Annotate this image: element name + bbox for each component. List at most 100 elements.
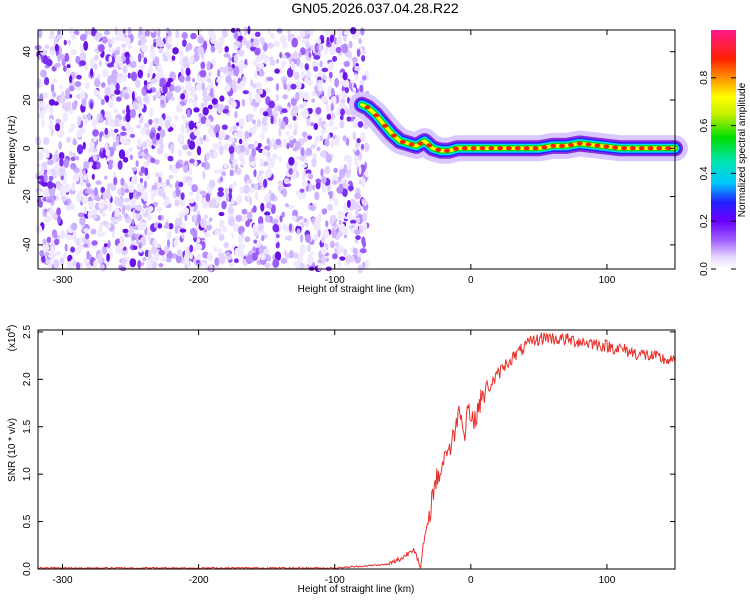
spectrogram-noise-cell [238, 138, 243, 145]
spectrogram-noise-cell [130, 198, 137, 207]
spectrogram-noise-cell [108, 55, 113, 63]
spectrogram-noise-cell [302, 91, 310, 101]
spectrogram-noise-cell [360, 143, 365, 150]
spectrogram-noise-cell [175, 188, 181, 197]
snr-panel: -300 -200 -100 0 100 0.0 0.5 1.0 1.5 2.0 2.5 Heig… [6, 325, 676, 595]
spectrogram-noise-cell [56, 182, 60, 189]
colorbar-ticks: 0.0 0.2 0.4 0.6 0.8 [699, 70, 736, 276]
spectrogram-noise-cell [106, 183, 114, 190]
spectrogram-noise-cell [195, 259, 201, 264]
spectrogram-noise-cell [238, 118, 245, 127]
spectrogram-noise-cell [337, 27, 342, 37]
spectrogram-noise-cell [52, 154, 57, 163]
spectrogram-noise-cell [174, 217, 180, 227]
spectrogram-noise-cell [124, 122, 131, 130]
spectrogram-noise-cell [300, 163, 308, 168]
spectrogram-noise-cell [231, 197, 235, 205]
spectrogram-noise-cell [91, 173, 95, 180]
spectrogram-noise-cell [195, 193, 200, 202]
spectrogram-noise-cell [360, 27, 365, 36]
spectrogram-noise-cell [269, 56, 274, 62]
spectrogram-noise-cell [100, 82, 106, 88]
spectrogram-noise-cell [200, 102, 205, 109]
spectrogram-noise-cell [43, 173, 48, 183]
spectrogram-noise-cell [224, 46, 229, 53]
spectrogram-noise-cell [53, 233, 58, 239]
spectrogram-noise-cell [257, 223, 264, 232]
spectrogram-noise-cell [219, 176, 224, 183]
spectrogram-noise-cell [343, 35, 347, 42]
spectrogram-noise-cell [107, 38, 112, 45]
spectrogram-noise-cell [243, 184, 250, 194]
spectrogram-noise-cell [169, 184, 173, 188]
spectrogram-noise-cell [51, 168, 55, 174]
spectrogram-noise-cell [339, 119, 345, 129]
spectrogram-noise-cell [356, 138, 361, 144]
spectrogram-noise-cell [138, 40, 142, 46]
spectrogram-noise-cell [217, 107, 223, 114]
spectrogram-noise-cell [219, 130, 226, 140]
spectrogram-noise-cell [90, 228, 97, 235]
spectrogram-noise-cell [206, 60, 211, 71]
spectrogram-noise-cell [49, 105, 54, 114]
spectrogram-noise-cell [213, 151, 219, 159]
spectrogram-noise-cell [83, 228, 90, 233]
spectrogram-noise-cell [269, 59, 276, 66]
ridge-peak [594, 143, 601, 148]
spectrogram-noise-cell [98, 222, 103, 230]
spectrogram-noise-cell [197, 214, 202, 225]
spectrogram-noise-cell [327, 91, 332, 98]
spectrogram-noise-cell [327, 203, 334, 211]
spectrogram-noise-cell [107, 101, 114, 109]
spectrogram-noise-cell [345, 254, 352, 264]
ridge-peak [550, 143, 557, 148]
spectrogram-noise-cell [332, 180, 338, 185]
spectrogram-noise-cell [46, 198, 53, 203]
spectrogram-noise-cell [293, 122, 299, 132]
spectrogram-noise-cell [123, 93, 130, 100]
colorbar-tick-label: 0.6 [699, 118, 710, 132]
spectrogram-noise-cell [245, 40, 252, 49]
spectrogram-noise-cell [252, 223, 257, 234]
spectrogram-noise-cell [149, 108, 154, 118]
spectrogram-noise-cell [321, 176, 327, 184]
spectrogram-noise-cell [290, 109, 297, 117]
spectrogram-noise-cell [57, 215, 61, 224]
spectrogram-noise-cell [187, 138, 191, 146]
spectrogram-noise-cell [326, 113, 332, 120]
spectrogram-noise-cell [183, 89, 187, 95]
spectrogram-noise-cell [83, 63, 89, 71]
spectrogram-noise-cell [59, 95, 66, 104]
spectrogram-noise-cell [58, 152, 65, 160]
spectrogram-noise-cell [180, 257, 185, 264]
spectrogram-noise-cell [217, 248, 223, 255]
spectrogram-noise-cell [104, 118, 109, 126]
spectrogram-noise-cell [162, 85, 168, 94]
spectrogram-noise-cell [228, 55, 232, 63]
y-tick-label: 40 [22, 46, 33, 58]
spectrogram-noise-cell [127, 72, 132, 79]
spectrogram-x-ticks: -300 -200 -100 0 100 [52, 30, 616, 286]
spectrogram-noise-cell [308, 52, 312, 58]
spectrogram-noise-cell [256, 119, 262, 128]
spectrogram-noise-cell [224, 187, 229, 195]
spectrogram-noise-cell [61, 195, 67, 202]
y-tick-label: 0.5 [22, 514, 33, 528]
spectrogram-noise-cell [294, 161, 299, 167]
spectrogram-noise-cell [310, 122, 315, 127]
spectrogram-noise-cell [320, 37, 325, 43]
spectrogram-noise-cell [115, 55, 122, 63]
y-tick-label: 2.5 [22, 325, 33, 339]
spectrogram-noise-cell [124, 188, 130, 193]
spectrogram-noise-cell [114, 36, 121, 42]
spectrogram-noise-cell [278, 66, 283, 76]
colorbar-tick-label: 0.0 [699, 262, 710, 276]
spectrogram-noise-cell [165, 81, 171, 88]
spectrogram-noise-cell [90, 68, 94, 78]
spectrogram-noise-cell [86, 188, 94, 195]
spectrogram-noise-cell [59, 230, 66, 240]
spectrogram-noise-cell [321, 184, 327, 193]
spectrogram-noise-cell [158, 117, 164, 127]
spectrogram-noise-cell [122, 109, 126, 115]
spectrogram-noise-cell [42, 137, 50, 146]
